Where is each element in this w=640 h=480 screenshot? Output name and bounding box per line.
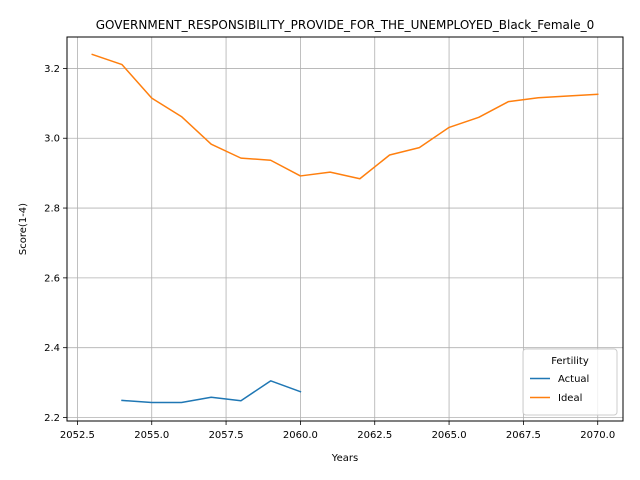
legend-items: Actual Ideal: [530, 374, 589, 404]
x-tick-label: 2070.0: [580, 430, 615, 441]
x-tick-label: 2062.5: [357, 430, 392, 441]
y-tick-label: 2.8: [44, 204, 60, 215]
x-axis-ticks: 2052.5 2055.0 2057.5 2060.0 2062.5 2065.0 2067…: [60, 421, 615, 441]
series-line-actual: [121, 380, 302, 404]
series-layer: [91, 53, 599, 404]
y-tick-label: 3.2: [44, 64, 60, 75]
x-tick-label: 2052.5: [60, 430, 95, 441]
legend-label-ideal: Ideal: [558, 393, 582, 404]
y-axis-label: Score(1-4): [18, 203, 29, 255]
x-tick-label: 2057.5: [209, 430, 244, 441]
y-tick-label: 3.0: [44, 134, 60, 145]
grid: [67, 37, 623, 421]
x-tick-label: 2060.0: [283, 430, 318, 441]
legend-box: [522, 348, 618, 416]
chart-title: GOVERNMENT_RESPONSIBILITY_PROVIDE_FOR_TH…: [96, 18, 595, 32]
series-line-ideal: [91, 53, 599, 180]
x-tick-label: 2067.5: [506, 430, 541, 441]
legend: Fertility Actual Ideal: [522, 348, 618, 416]
y-tick-label: 2.2: [44, 413, 60, 424]
x-axis-label: Years: [331, 453, 358, 464]
y-tick-label: 2.4: [44, 343, 60, 354]
legend-title: Fertility: [551, 356, 589, 367]
y-axis-ticks: 2.2 2.4 2.6 2.8 3.0 3.2: [44, 64, 67, 424]
x-tick-label: 2065.0: [432, 430, 467, 441]
legend-label-actual: Actual: [558, 374, 589, 385]
plot-frame: [66, 36, 624, 422]
x-tick-label: 2055.0: [134, 430, 169, 441]
y-tick-label: 2.6: [44, 273, 60, 284]
